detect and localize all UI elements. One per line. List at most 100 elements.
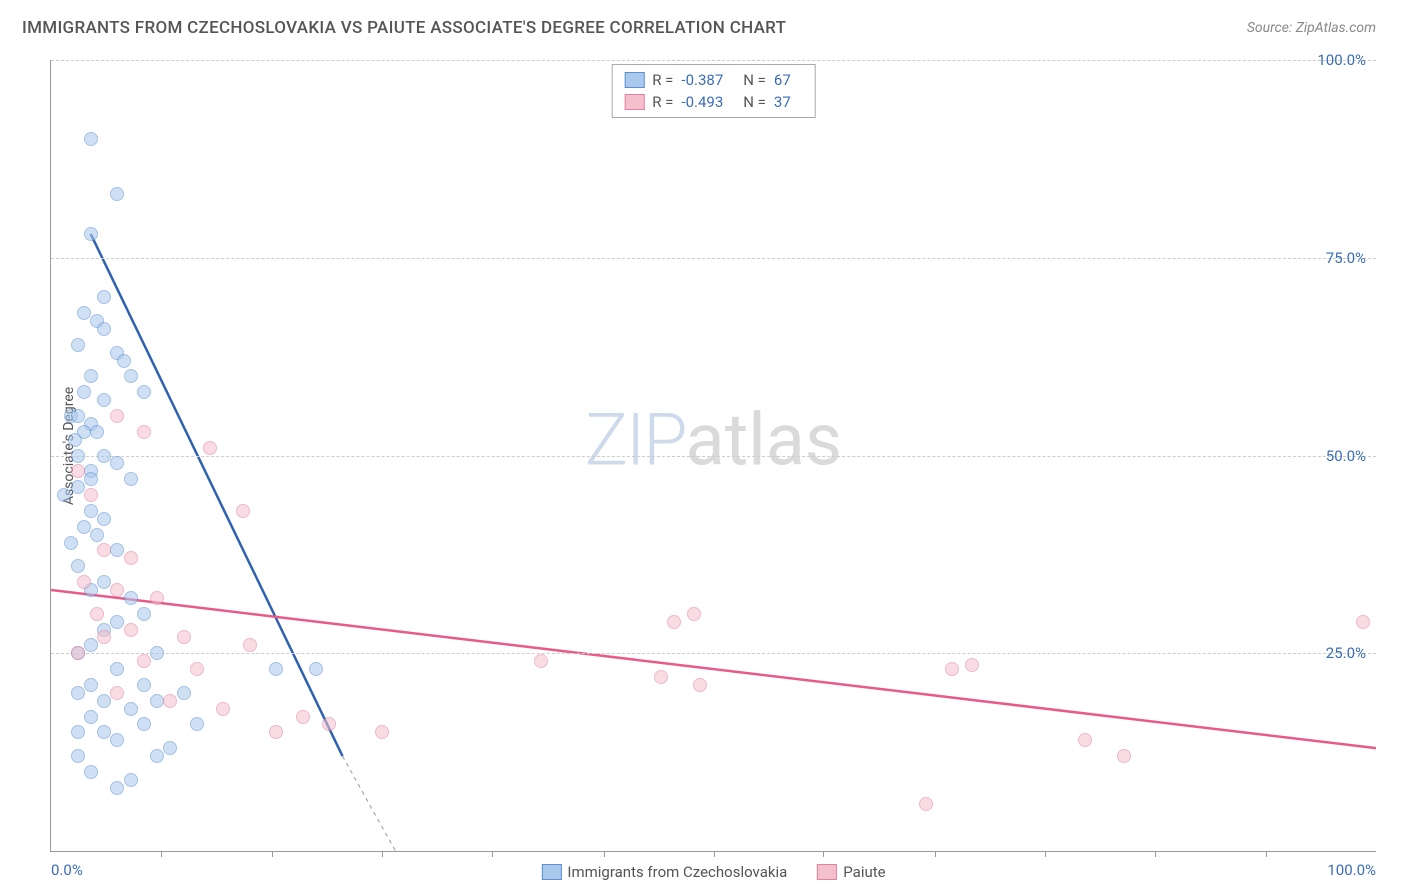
data-point	[77, 520, 91, 534]
data-point	[110, 583, 124, 597]
gridline	[51, 258, 1376, 259]
trendline	[91, 234, 343, 756]
data-point	[309, 662, 323, 676]
legend-n-value: 67	[774, 71, 791, 89]
x-tick-label: 0.0%	[51, 861, 83, 879]
data-point	[693, 678, 707, 692]
data-point	[84, 678, 98, 692]
legend-r-value: -0.387	[681, 71, 723, 89]
y-tick-label: 100.0%	[1317, 51, 1366, 69]
data-point	[71, 749, 85, 763]
legend-r-label: R =	[652, 71, 673, 89]
x-tick	[492, 851, 493, 857]
data-point	[1117, 749, 1131, 763]
data-point	[97, 393, 111, 407]
data-point	[667, 615, 681, 629]
legend-item: Paiute	[817, 863, 885, 881]
legend-row: R =-0.493N =37	[624, 91, 803, 113]
gridline	[51, 653, 1376, 654]
data-point	[269, 662, 283, 676]
series-legend: Immigrants from Czechoslovakia Paiute	[541, 863, 885, 881]
data-point	[137, 654, 151, 668]
data-point	[71, 409, 85, 423]
legend-swatch	[541, 864, 561, 880]
data-point	[110, 662, 124, 676]
data-point	[84, 227, 98, 241]
gridline	[51, 60, 1376, 61]
data-point	[77, 385, 91, 399]
legend-label: Immigrants from Czechoslovakia	[567, 863, 787, 881]
data-point	[124, 369, 138, 383]
x-tick	[161, 851, 162, 857]
data-point	[84, 132, 98, 146]
data-point	[243, 638, 257, 652]
data-point	[57, 488, 71, 502]
data-point	[163, 741, 177, 755]
x-tick-label: 100.0%	[1327, 861, 1376, 879]
data-point	[97, 694, 111, 708]
legend-label: Paiute	[843, 863, 885, 881]
legend-r-value: -0.493	[681, 93, 723, 111]
trendline	[51, 590, 1376, 748]
data-point	[71, 449, 85, 463]
data-point	[110, 733, 124, 747]
data-point	[236, 504, 250, 518]
data-point	[269, 725, 283, 739]
data-point	[177, 686, 191, 700]
data-point	[84, 472, 98, 486]
data-point	[137, 385, 151, 399]
data-point	[124, 702, 138, 716]
data-point	[322, 717, 336, 731]
data-point	[84, 369, 98, 383]
data-point	[84, 765, 98, 779]
data-point	[77, 306, 91, 320]
data-point	[687, 607, 701, 621]
x-tick	[714, 851, 715, 857]
data-point	[71, 686, 85, 700]
legend-swatch	[624, 72, 644, 88]
data-point	[110, 615, 124, 629]
data-point	[90, 425, 104, 439]
data-point	[110, 543, 124, 557]
data-point	[137, 678, 151, 692]
y-tick-label: 75.0%	[1326, 249, 1366, 267]
data-point	[534, 654, 548, 668]
data-point	[97, 725, 111, 739]
data-point	[919, 797, 933, 811]
x-tick	[935, 851, 936, 857]
legend-n-label: N =	[743, 71, 766, 89]
data-point	[150, 591, 164, 605]
data-point	[203, 441, 217, 455]
data-point	[110, 781, 124, 795]
x-tick	[604, 851, 605, 857]
trendline-extrapolation	[343, 756, 423, 851]
watermark: ZIPatlas	[585, 397, 842, 482]
data-point	[190, 662, 204, 676]
data-point	[375, 725, 389, 739]
data-point	[71, 646, 85, 660]
data-point	[71, 338, 85, 352]
y-tick-label: 50.0%	[1326, 447, 1366, 465]
legend-n-value: 37	[774, 93, 791, 111]
x-tick	[1045, 851, 1046, 857]
data-point	[71, 464, 85, 478]
data-point	[1078, 733, 1092, 747]
data-point	[110, 409, 124, 423]
data-point	[137, 607, 151, 621]
data-point	[177, 630, 191, 644]
data-point	[150, 749, 164, 763]
data-point	[124, 591, 138, 605]
legend-n-label: N =	[743, 93, 766, 111]
legend-item: Immigrants from Czechoslovakia	[541, 863, 787, 881]
data-point	[71, 559, 85, 573]
legend-swatch	[624, 94, 644, 110]
data-point	[97, 512, 111, 526]
data-point	[84, 488, 98, 502]
data-point	[110, 686, 124, 700]
data-point	[97, 449, 111, 463]
data-point	[97, 543, 111, 557]
x-tick	[382, 851, 383, 857]
data-point	[71, 725, 85, 739]
data-point	[97, 322, 111, 336]
data-point	[97, 575, 111, 589]
